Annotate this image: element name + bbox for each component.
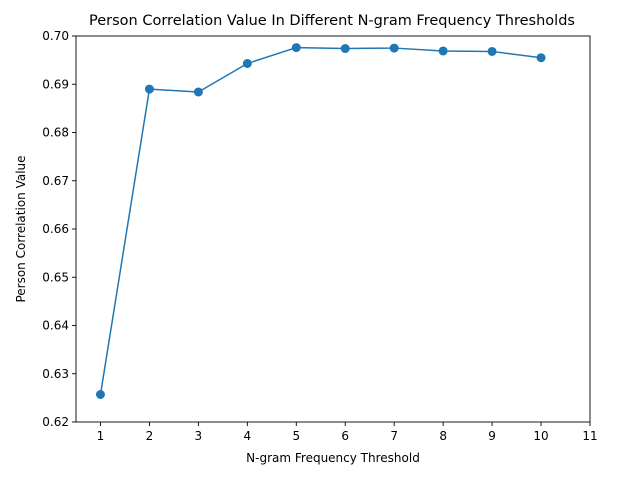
y-tick-label: 0.62 — [42, 415, 69, 429]
data-point — [144, 84, 154, 94]
plot-area: 1 2 3 4 5 6 7 8 9 10 11 0.62 0.63 0.64 0.65 0.66 0.67 0.6… — [42, 29, 597, 443]
y-tick-label: 0.67 — [42, 174, 69, 188]
x-tick-label: 8 — [439, 429, 447, 443]
x-tick-label: 10 — [533, 429, 548, 443]
data-point — [438, 46, 448, 56]
y-axis-label: Person Correlation Value — [14, 155, 28, 302]
x-tick-label: 1 — [97, 429, 105, 443]
data-point — [340, 44, 350, 54]
data-point — [291, 43, 301, 53]
data-point — [95, 389, 105, 399]
y-tick-label: 0.65 — [42, 270, 69, 284]
x-tick-label: 3 — [195, 429, 203, 443]
data-point — [193, 87, 203, 97]
chart-title: Person Correlation Value In Different N-… — [89, 13, 575, 29]
data-point — [389, 43, 399, 53]
series-line — [99, 46, 542, 395]
data-point — [487, 46, 497, 56]
y-tick-label: 0.64 — [42, 319, 69, 333]
y-tick-label: 0.69 — [42, 77, 69, 91]
x-tick-label: 7 — [390, 429, 398, 443]
x-tick-label: 6 — [341, 429, 349, 443]
y-tick-label: 0.66 — [42, 222, 69, 236]
x-tick-label: 11 — [582, 429, 597, 443]
x-tick-label: 9 — [488, 429, 496, 443]
x-axis-label: N-gram Frequency Threshold — [246, 451, 420, 465]
y-tick-label: 0.70 — [42, 29, 69, 43]
data-point — [242, 59, 252, 69]
x-tick-label: 4 — [244, 429, 252, 443]
x-tick-label: 2 — [146, 429, 154, 443]
y-tick-label: 0.68 — [42, 126, 69, 140]
x-tick-label: 5 — [292, 429, 300, 443]
data-point — [536, 53, 546, 63]
y-tick-label: 0.63 — [42, 367, 69, 381]
